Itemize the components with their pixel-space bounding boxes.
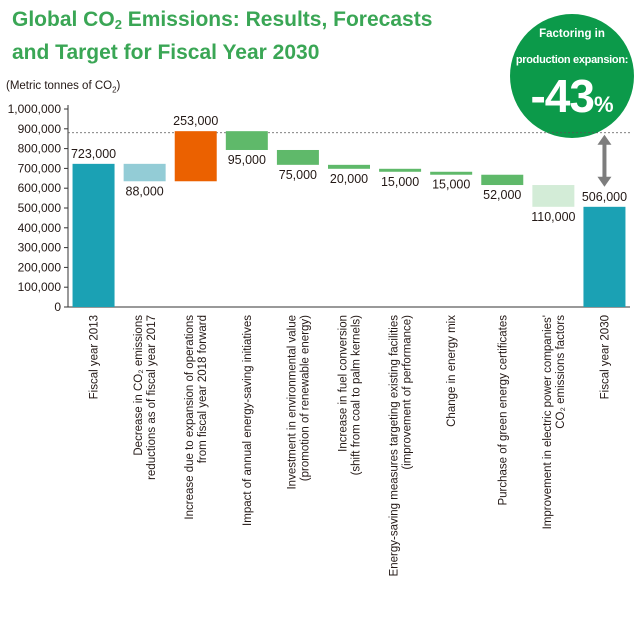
badge-value: -43% — [530, 70, 614, 122]
title-line-2: and Target for Fiscal Year 2030 — [12, 41, 320, 64]
category-label: Investment in environmental value (promot… — [286, 315, 311, 490]
category-label: Energy-saving measures targeting existin… — [389, 315, 414, 577]
bar-decrease — [532, 185, 575, 207]
y-tick-label: 0 — [54, 300, 61, 314]
y-tick-label: 200,000 — [18, 260, 62, 274]
category-label-line: CO₂ emissions factors — [555, 315, 567, 429]
category-label: Increase due to expansion of operations f… — [184, 315, 209, 520]
y-tick-label: 900,000 — [18, 122, 62, 136]
category-label: Increase in fuel conversion (shift from c… — [338, 315, 363, 476]
y-tick-label: 800,000 — [18, 142, 62, 156]
data-label: 110,000 — [531, 210, 575, 224]
category-label: Decrease in CO₂ emissions reductions as o… — [133, 315, 158, 480]
data-label: 506,000 — [582, 190, 627, 204]
y-tick-label: 700,000 — [18, 161, 62, 175]
bar-decrease — [123, 163, 166, 182]
unit-label: (Metric tonnes of CO2) — [6, 80, 121, 95]
y-tick-label: 300,000 — [18, 241, 62, 255]
category-label: Change in energy mix — [446, 315, 458, 427]
data-label: 15,000 — [432, 178, 470, 192]
y-tick-label: 500,000 — [18, 201, 62, 215]
data-label: 20,000 — [330, 172, 368, 186]
y-tick-label: 1,000,000 — [8, 102, 62, 116]
data-label: 95,000 — [228, 153, 266, 167]
bar-decrease — [481, 174, 524, 186]
data-label: 88,000 — [126, 184, 164, 198]
category-label-line: Energy-saving measures targeting existin… — [389, 315, 401, 577]
bar-total — [72, 163, 115, 307]
data-label: 723,000 — [71, 147, 116, 161]
category-label-line: Fiscal year 2013 — [89, 315, 101, 399]
data-label: 52,000 — [483, 188, 521, 202]
chart-title: Global CO2 Emissions: Results, Forecasts… — [12, 6, 482, 67]
category-label-line: Purchase of green energy certificates — [497, 315, 509, 506]
data-label: 253,000 — [173, 114, 218, 128]
category-label-line: Increase in fuel conversion — [338, 315, 350, 452]
bar-decrease — [430, 171, 473, 175]
category-label-line: Impact of annual energy-saving initiativ… — [242, 315, 254, 526]
category-label-line: (shift from coal to palm kernels) — [351, 315, 363, 476]
title-line-1: Global CO2 Emissions: Results, Forecasts — [12, 8, 433, 32]
bar-total — [583, 206, 626, 307]
bar-increase — [174, 131, 217, 182]
badge-line-1: Factoring in — [539, 28, 605, 40]
category-label-line: (improvement of performance) — [402, 315, 414, 470]
y-tick-label: 400,000 — [18, 221, 62, 235]
category-label-line: from fiscal year 2018 forward — [197, 315, 209, 463]
category-label-line: (promotion of renewable energy) — [299, 315, 311, 481]
badge-line-2: production expansion: — [515, 54, 629, 66]
difference-arrow-head-down — [597, 176, 612, 187]
category-label: Impact of annual energy-saving initiativ… — [242, 315, 254, 526]
bar-decrease — [328, 164, 370, 169]
y-tick-label: 100,000 — [18, 280, 62, 294]
category-label-line: reductions as of fiscal year 2017 — [146, 315, 158, 480]
category-label: Purchase of green energy certificates — [497, 315, 509, 506]
category-label-line: Improvement in electric power companies' — [542, 315, 554, 529]
y-tick-label: 600,000 — [18, 181, 62, 195]
category-label-line: Decrease in CO₂ emissions — [133, 315, 145, 456]
data-label: 15,000 — [381, 175, 419, 189]
category-label: Improvement in electric power companies'… — [542, 315, 567, 530]
category-label: Fiscal year 2013 — [89, 315, 101, 399]
category-label-line: Investment in environmental value — [286, 315, 298, 490]
category-label-line: Increase due to expansion of operations — [184, 315, 196, 520]
category-label: Fiscal year 2030 — [599, 315, 611, 399]
bar-decrease — [225, 131, 268, 150]
data-label: 75,000 — [279, 168, 317, 182]
category-label-line: Fiscal year 2030 — [599, 315, 611, 399]
reduction-badge: Factoring in production expansion: -43% — [510, 14, 634, 138]
category-label-line: Change in energy mix — [446, 315, 458, 427]
difference-arrow-head-up — [597, 134, 612, 145]
bar-decrease — [379, 168, 422, 172]
bar-decrease — [276, 149, 319, 165]
